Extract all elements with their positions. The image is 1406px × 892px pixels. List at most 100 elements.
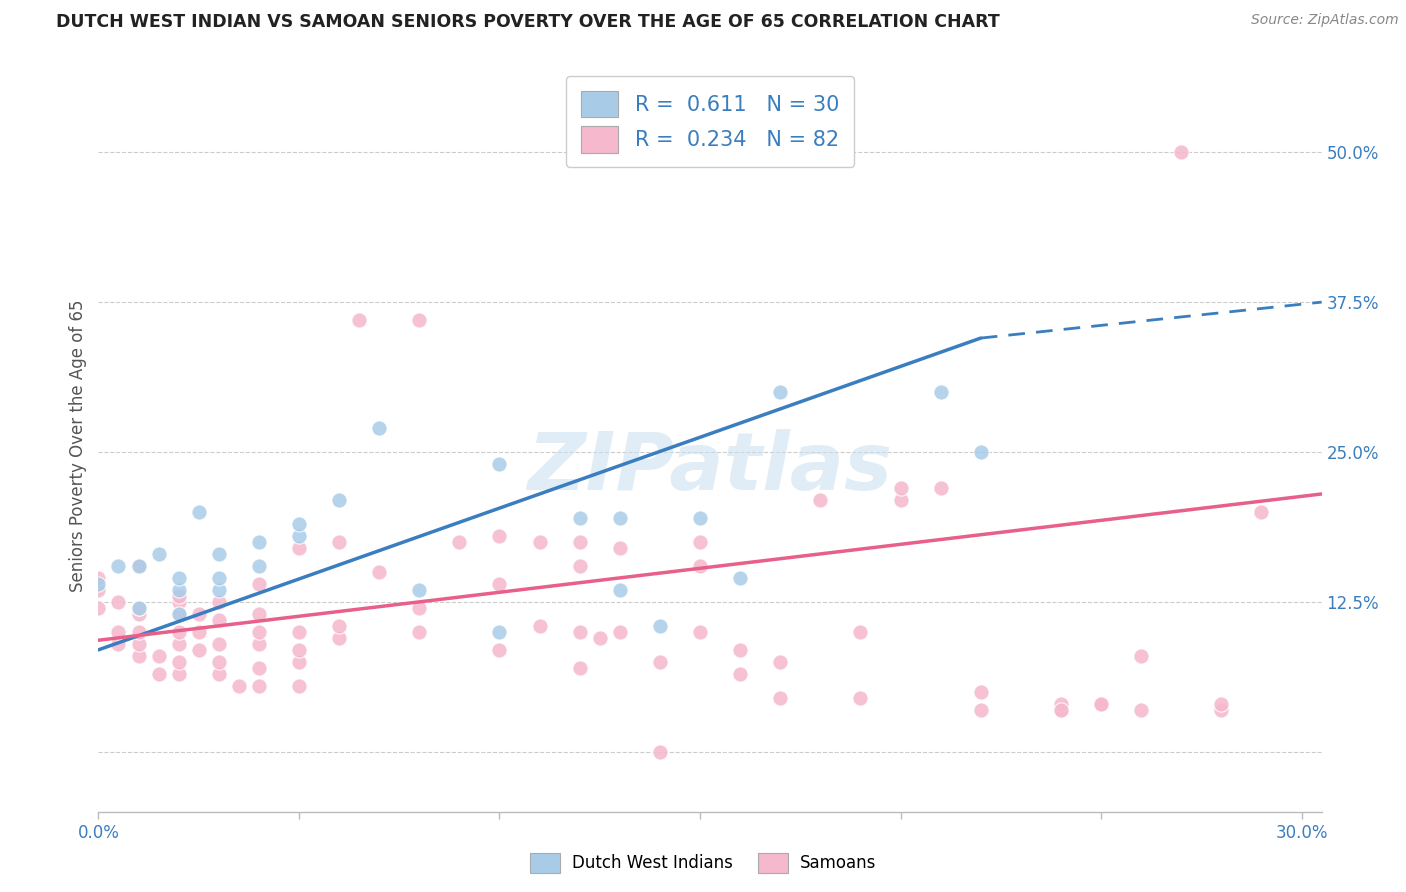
Point — [1130, 703, 1153, 717]
Point — [328, 631, 350, 645]
Point — [128, 558, 150, 573]
Point — [167, 595, 190, 609]
Point — [208, 582, 231, 597]
Point — [929, 385, 952, 400]
Point — [609, 624, 631, 639]
Point — [208, 595, 231, 609]
Point — [408, 582, 430, 597]
Point — [208, 613, 231, 627]
Point — [187, 624, 209, 639]
Point — [1250, 505, 1272, 519]
Point — [568, 624, 591, 639]
Point — [368, 565, 391, 579]
Point — [769, 655, 792, 669]
Point — [728, 643, 751, 657]
Point — [247, 607, 270, 621]
Point — [889, 492, 911, 507]
Point — [529, 619, 551, 633]
Point — [609, 582, 631, 597]
Point — [87, 600, 110, 615]
Point — [208, 637, 231, 651]
Point — [328, 619, 350, 633]
Point — [488, 643, 510, 657]
Point — [488, 624, 510, 639]
Point — [208, 655, 231, 669]
Point — [208, 547, 231, 561]
Point — [167, 571, 190, 585]
Legend: Dutch West Indians, Samoans: Dutch West Indians, Samoans — [523, 847, 883, 880]
Point — [728, 666, 751, 681]
Point — [187, 643, 209, 657]
Point — [970, 703, 993, 717]
Point — [148, 547, 170, 561]
Point — [128, 607, 150, 621]
Point — [689, 535, 711, 549]
Point — [167, 655, 190, 669]
Point — [208, 666, 231, 681]
Point — [568, 511, 591, 525]
Point — [568, 661, 591, 675]
Point — [1211, 703, 1233, 717]
Point — [128, 558, 150, 573]
Point — [167, 589, 190, 603]
Point — [689, 511, 711, 525]
Point — [87, 571, 110, 585]
Point — [128, 600, 150, 615]
Point — [167, 637, 190, 651]
Point — [107, 595, 129, 609]
Point — [1130, 648, 1153, 663]
Point — [889, 481, 911, 495]
Point — [488, 577, 510, 591]
Point — [1050, 703, 1073, 717]
Point — [488, 529, 510, 543]
Point — [408, 600, 430, 615]
Point — [288, 541, 311, 555]
Point — [187, 607, 209, 621]
Point — [970, 685, 993, 699]
Point — [107, 637, 129, 651]
Point — [1090, 697, 1112, 711]
Point — [288, 516, 311, 531]
Point — [609, 541, 631, 555]
Point — [568, 558, 591, 573]
Point — [288, 643, 311, 657]
Point — [247, 679, 270, 693]
Point — [1211, 697, 1233, 711]
Point — [1050, 703, 1073, 717]
Point — [849, 624, 872, 639]
Point — [648, 619, 671, 633]
Point — [929, 481, 952, 495]
Point — [187, 505, 209, 519]
Point — [148, 666, 170, 681]
Point — [128, 648, 150, 663]
Point — [769, 385, 792, 400]
Point — [849, 690, 872, 705]
Point — [167, 582, 190, 597]
Point — [689, 558, 711, 573]
Point — [87, 582, 110, 597]
Point — [247, 624, 270, 639]
Point — [288, 679, 311, 693]
Point — [1090, 697, 1112, 711]
Point — [128, 624, 150, 639]
Point — [167, 607, 190, 621]
Point — [247, 558, 270, 573]
Point — [328, 492, 350, 507]
Point — [970, 445, 993, 459]
Point — [247, 577, 270, 591]
Point — [408, 313, 430, 327]
Point — [449, 535, 471, 549]
Point — [368, 421, 391, 435]
Point — [288, 624, 311, 639]
Point — [609, 511, 631, 525]
Text: Source: ZipAtlas.com: Source: ZipAtlas.com — [1251, 13, 1399, 28]
Point — [167, 666, 190, 681]
Point — [107, 624, 129, 639]
Point — [347, 313, 370, 327]
Point — [208, 571, 231, 585]
Y-axis label: Seniors Poverty Over the Age of 65: Seniors Poverty Over the Age of 65 — [69, 300, 87, 592]
Point — [228, 679, 250, 693]
Point — [568, 535, 591, 549]
Point — [529, 535, 551, 549]
Point — [728, 571, 751, 585]
